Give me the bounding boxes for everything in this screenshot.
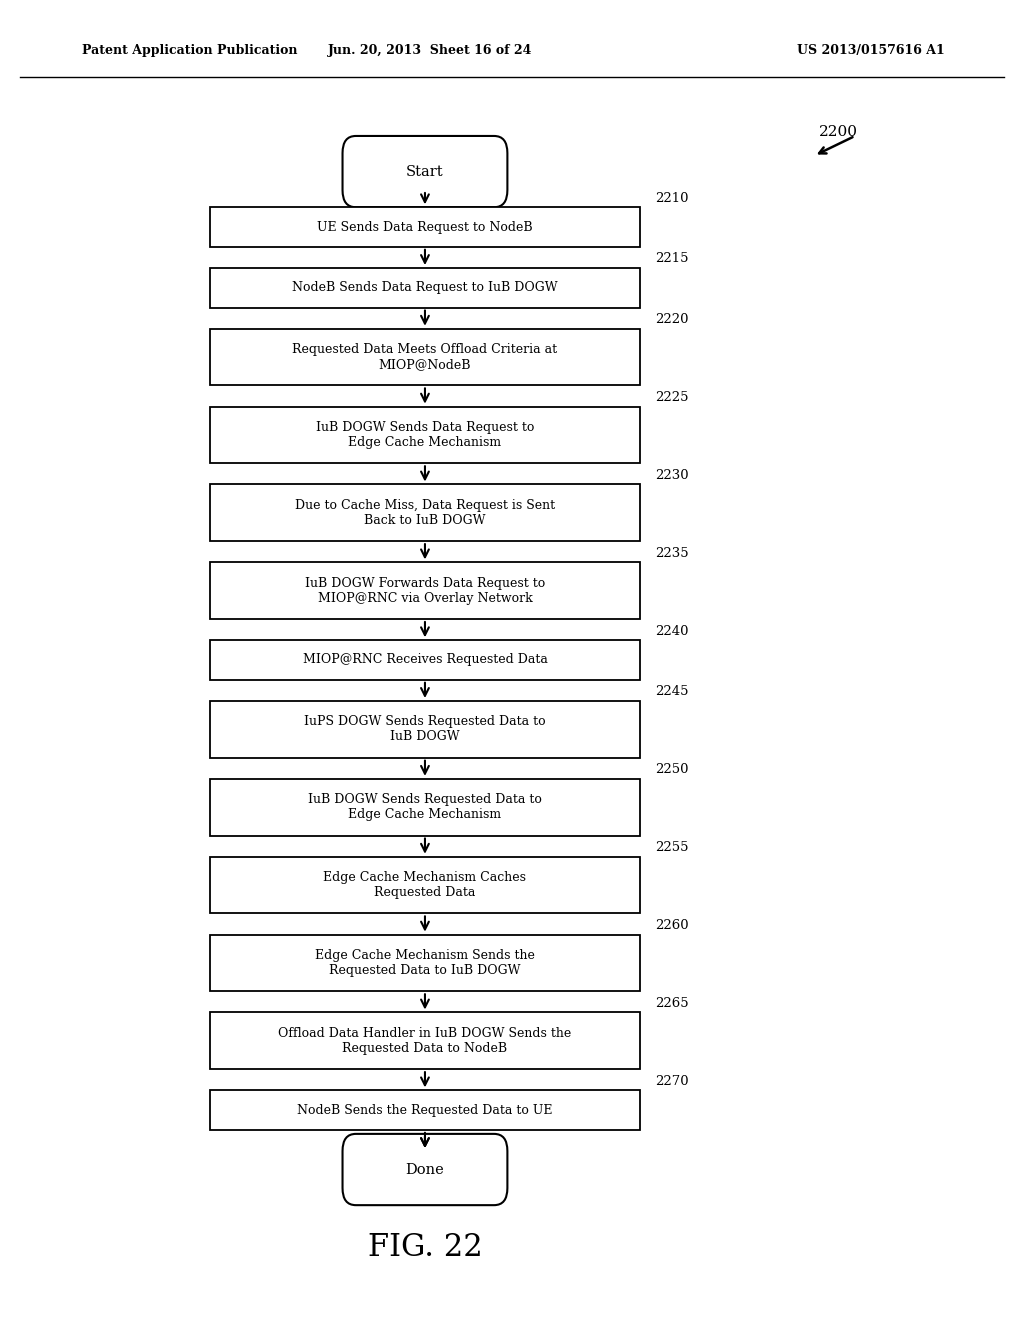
- FancyBboxPatch shape: [210, 935, 640, 991]
- Text: IuPS DOGW Sends Requested Data to
IuB DOGW: IuPS DOGW Sends Requested Data to IuB DO…: [304, 715, 546, 743]
- Text: 2235: 2235: [655, 546, 689, 560]
- Text: 2210: 2210: [655, 191, 689, 205]
- Text: 2230: 2230: [655, 469, 689, 482]
- Text: UE Sends Data Request to NodeB: UE Sends Data Request to NodeB: [317, 220, 532, 234]
- Text: NodeB Sends the Requested Data to UE: NodeB Sends the Requested Data to UE: [297, 1104, 553, 1117]
- Text: 2270: 2270: [655, 1074, 689, 1088]
- Text: Start: Start: [407, 165, 443, 178]
- FancyBboxPatch shape: [210, 407, 640, 463]
- FancyBboxPatch shape: [342, 136, 507, 207]
- Text: MIOP@RNC Receives Requested Data: MIOP@RNC Receives Requested Data: [302, 653, 548, 667]
- FancyBboxPatch shape: [210, 268, 640, 308]
- Text: 2220: 2220: [655, 313, 689, 326]
- Text: Edge Cache Mechanism Caches
Requested Data: Edge Cache Mechanism Caches Requested Da…: [324, 871, 526, 899]
- Text: 2260: 2260: [655, 919, 689, 932]
- Text: 2215: 2215: [655, 252, 689, 265]
- Text: Edge Cache Mechanism Sends the
Requested Data to IuB DOGW: Edge Cache Mechanism Sends the Requested…: [315, 949, 535, 977]
- FancyBboxPatch shape: [210, 640, 640, 680]
- Text: Due to Cache Miss, Data Request is Sent
Back to IuB DOGW: Due to Cache Miss, Data Request is Sent …: [295, 499, 555, 527]
- Text: FIG. 22: FIG. 22: [368, 1232, 482, 1263]
- Text: IuB DOGW Sends Requested Data to
Edge Cache Mechanism: IuB DOGW Sends Requested Data to Edge Ca…: [308, 793, 542, 821]
- FancyBboxPatch shape: [210, 484, 640, 541]
- FancyBboxPatch shape: [210, 329, 640, 385]
- Text: IuB DOGW Forwards Data Request to
MIOP@RNC via Overlay Network: IuB DOGW Forwards Data Request to MIOP@R…: [305, 577, 545, 605]
- Text: NodeB Sends Data Request to IuB DOGW: NodeB Sends Data Request to IuB DOGW: [292, 281, 558, 294]
- Text: Requested Data Meets Offload Criteria at
MIOP@NodeB: Requested Data Meets Offload Criteria at…: [293, 343, 557, 371]
- Text: 2200: 2200: [819, 125, 858, 139]
- Text: 2240: 2240: [655, 624, 689, 638]
- Text: Done: Done: [406, 1163, 444, 1176]
- Text: Offload Data Handler in IuB DOGW Sends the
Requested Data to NodeB: Offload Data Handler in IuB DOGW Sends t…: [279, 1027, 571, 1055]
- Text: 2245: 2245: [655, 685, 689, 698]
- FancyBboxPatch shape: [210, 779, 640, 836]
- FancyBboxPatch shape: [210, 857, 640, 913]
- Text: US 2013/0157616 A1: US 2013/0157616 A1: [797, 44, 944, 57]
- Text: 2250: 2250: [655, 763, 689, 776]
- FancyBboxPatch shape: [210, 701, 640, 758]
- Text: 2225: 2225: [655, 391, 689, 404]
- Text: IuB DOGW Sends Data Request to
Edge Cache Mechanism: IuB DOGW Sends Data Request to Edge Cach…: [315, 421, 535, 449]
- Text: Patent Application Publication: Patent Application Publication: [82, 44, 297, 57]
- Text: 2255: 2255: [655, 841, 689, 854]
- Text: Jun. 20, 2013  Sheet 16 of 24: Jun. 20, 2013 Sheet 16 of 24: [328, 44, 532, 57]
- FancyBboxPatch shape: [210, 1090, 640, 1130]
- FancyBboxPatch shape: [210, 562, 640, 619]
- Text: 2265: 2265: [655, 997, 689, 1010]
- FancyBboxPatch shape: [342, 1134, 507, 1205]
- FancyBboxPatch shape: [210, 207, 640, 247]
- FancyBboxPatch shape: [210, 1012, 640, 1069]
